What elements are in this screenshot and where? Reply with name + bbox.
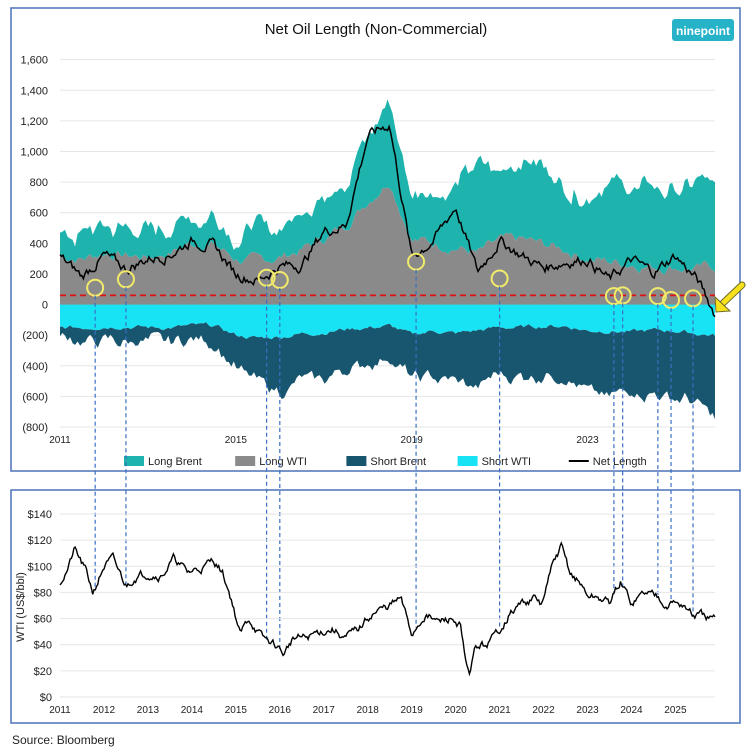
ninepoint-logo: ninepoint	[672, 19, 734, 41]
legend-label: Net Length	[593, 456, 647, 468]
bottom-y-tick-label: $0	[40, 692, 52, 704]
logo-text: ninepoint	[676, 24, 730, 38]
top-x-tick-label: 2011	[49, 435, 71, 446]
bottom-x-tick-label: 2019	[401, 705, 424, 716]
bottom-x-tick-label: 2021	[488, 705, 511, 716]
bottom-y-tick-label: $100	[28, 561, 52, 573]
top-y-tick-label: 800	[30, 177, 48, 189]
long-brent-area	[60, 99, 715, 275]
short-brent-area	[60, 322, 715, 420]
top-y-tick-label: 1,000	[20, 146, 48, 158]
top-y-tick-label: (400)	[22, 361, 48, 373]
arrow-shaft-fill	[719, 282, 745, 307]
top-x-tick-label: 2019	[401, 435, 424, 446]
source-note: Source: Bloomberg	[12, 733, 115, 747]
top-y-tick-labels: (800) (600) (400) (200) 0 200 400 600 800 1,000 1,…	[20, 55, 48, 434]
bottom-y-tick-label: $140	[28, 509, 52, 521]
bottom-x-tick-label: 2014	[181, 705, 204, 716]
legend-swatch	[346, 456, 367, 466]
legend-label: Short Brent	[370, 456, 426, 468]
top-y-tick-label: (600)	[22, 391, 48, 403]
bottom-x-tick-label: 2022	[532, 705, 555, 716]
bottom-x-tick-label: 2011	[49, 705, 71, 716]
top-y-tick-label: 0	[42, 300, 48, 312]
legend-swatch	[124, 456, 144, 466]
top-y-tick-label: (800)	[22, 422, 48, 434]
bottom-y-tick-labels: $0 $20 $40 $60 $80 $100 $120 $140	[28, 509, 52, 704]
bottom-y-tick-label: $120	[28, 535, 52, 547]
bottom-y-axis-label: WTI (US$/bbl)	[15, 572, 27, 642]
bottom-x-tick-label: 2015	[225, 705, 248, 716]
net-length-line-group	[59, 124, 716, 318]
arrow-icon	[714, 281, 746, 313]
wti-panel: $0$20$40$60$80$100$120$140 2011 2012 2013 2…	[10, 489, 741, 724]
bottom-gridlines	[60, 513, 715, 698]
top-y-tick-label: 400	[30, 238, 48, 250]
stacked-area-series	[60, 99, 715, 420]
bottom-x-tick-labels: 2011 2012 2013 2014 2015 2016 2017 2018 2019 2020…	[49, 705, 687, 716]
top-chart-title: Net Oil Length (Non-Commercial)	[265, 21, 488, 38]
legend-label: Long Brent	[148, 456, 202, 468]
logo-badge	[672, 19, 734, 41]
top-x-tick-label: 2023	[576, 435, 599, 446]
bottom-x-tick-label: 2025	[664, 705, 687, 716]
bottom-x-tick-label: 2020	[445, 705, 468, 716]
top-y-tick-label: 1,600	[20, 55, 48, 67]
short-wti-area	[60, 304, 715, 340]
legend-swatch	[457, 456, 478, 466]
top-legend: Long Brent Long WTI Short Brent Short WTI Ne…	[124, 456, 647, 468]
dashed-connector-lines	[94, 269, 694, 650]
bottom-x-tick-label: 2023	[576, 705, 599, 716]
bottom-x-tick-label: 2016	[269, 705, 292, 716]
top-y-tick-label: 1,200	[20, 116, 48, 128]
bottom-y-tick-label: $20	[34, 666, 52, 678]
bottom-y-tick-label: $60	[34, 614, 52, 626]
net-length-panel: Net Oil Length (Non-Commercial) ninepoin…	[10, 7, 746, 472]
top-y-tick-label: 200	[30, 269, 48, 281]
legend-label: Long WTI	[259, 456, 307, 468]
bottom-x-tick-label: 2017	[313, 705, 336, 716]
top-x-tick-labels: 2011 2015 2019 2023	[49, 435, 599, 446]
top-x-tick-label: 2015	[225, 435, 248, 446]
bottom-y-tick-label: $40	[34, 640, 52, 652]
legend-label: Short WTI	[482, 456, 532, 468]
net-length-line	[59, 124, 716, 318]
bottom-x-tick-label: 2018	[357, 705, 380, 716]
bottom-y-tick-label: $80	[34, 587, 52, 599]
legend-swatch	[235, 456, 256, 466]
bottom-x-tick-label: 2013	[137, 705, 160, 716]
top-y-tick-label: 600	[30, 208, 48, 220]
top-y-tick-label: (200)	[22, 330, 48, 342]
arrow-head	[714, 295, 732, 313]
wti-price-line	[59, 541, 716, 677]
wti-line-group	[59, 541, 716, 677]
bottom-x-tick-label: 2012	[93, 705, 116, 716]
bottom-panel-frame	[10, 489, 741, 724]
top-y-tick-label: 1,400	[20, 85, 48, 97]
bottom-x-tick-label: 2024	[620, 705, 643, 716]
long-wti-area	[60, 187, 715, 305]
